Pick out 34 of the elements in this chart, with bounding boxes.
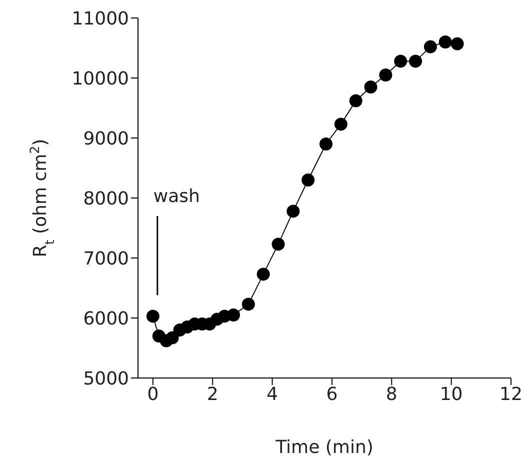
x-tick-label: 6 bbox=[326, 384, 338, 405]
point bbox=[438, 36, 452, 48]
point bbox=[319, 138, 332, 150]
point bbox=[349, 94, 362, 108]
x-tick-label: 12 bbox=[500, 384, 522, 405]
y-tick-label: 7000 bbox=[83, 248, 129, 270]
point bbox=[394, 54, 408, 68]
point bbox=[450, 37, 464, 50]
point bbox=[226, 308, 240, 322]
point bbox=[166, 331, 179, 344]
point bbox=[272, 238, 285, 251]
y-tick-label: 9000 bbox=[83, 128, 129, 150]
x-tick-label: 10 bbox=[440, 384, 463, 405]
point bbox=[146, 310, 160, 323]
point bbox=[364, 80, 378, 94]
y-tick-label: 5000 bbox=[83, 368, 129, 390]
point bbox=[409, 54, 422, 68]
x-axis-title: Time (min) bbox=[274, 437, 374, 458]
y-tick-label: 6000 bbox=[83, 308, 129, 330]
point bbox=[302, 174, 315, 186]
x-tick-label: 2 bbox=[206, 384, 218, 405]
point bbox=[379, 68, 392, 82]
x-tick-label: 4 bbox=[266, 384, 278, 405]
point bbox=[334, 118, 348, 131]
x-tick-label: 0 bbox=[147, 384, 159, 405]
point bbox=[424, 40, 437, 54]
point bbox=[256, 268, 270, 281]
x-tick-label: 8 bbox=[386, 384, 398, 405]
y-tick-label: 10000 bbox=[72, 68, 129, 90]
y-tick-label: 11000 bbox=[72, 8, 129, 30]
point bbox=[242, 298, 255, 311]
y-tick-label: 8000 bbox=[83, 188, 129, 210]
point bbox=[286, 204, 300, 218]
ref-line-label: wash bbox=[153, 186, 200, 207]
